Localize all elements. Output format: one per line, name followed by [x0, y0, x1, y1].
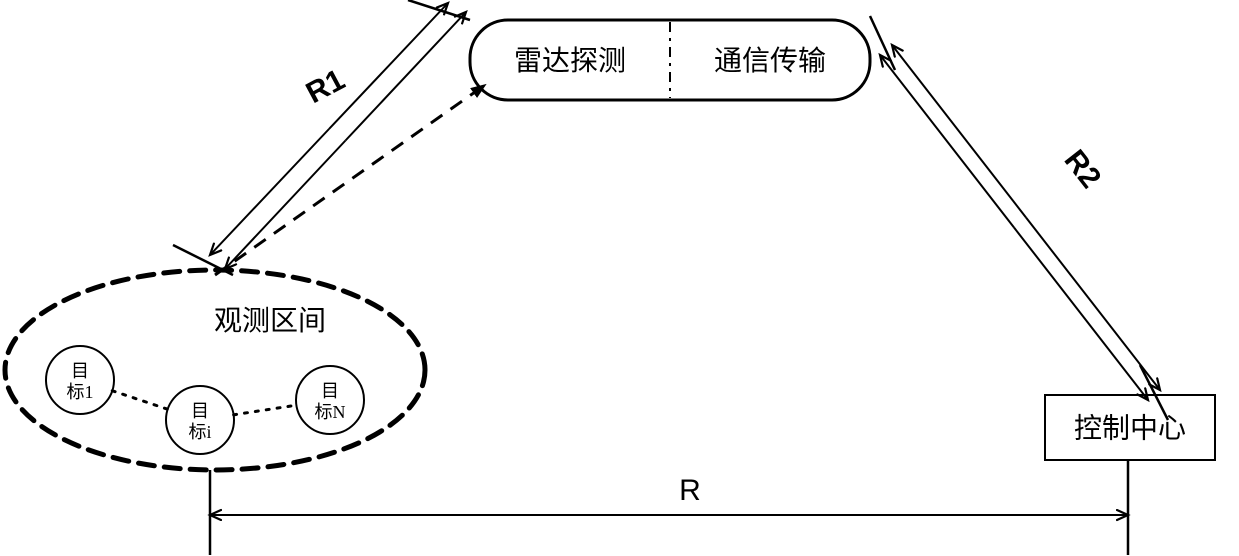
r2-inner	[880, 55, 1014, 228]
r1-outer	[210, 129, 329, 255]
r1-inner	[225, 141, 346, 270]
r2-outer	[892, 45, 1026, 218]
target-label-line2: 标i	[188, 422, 211, 442]
target-label-line2: 标N	[315, 402, 346, 422]
target-label-line2: 标1	[67, 382, 94, 402]
top-box-left-label: 雷达探测	[514, 45, 626, 77]
r2-inner	[1014, 228, 1148, 401]
r2-tick	[1140, 365, 1168, 420]
top-box-right-label: 通信传输	[714, 45, 826, 77]
target-label-line1: 目	[71, 361, 89, 381]
observation-label: 观测区间	[214, 305, 326, 337]
r1-label: R1	[301, 63, 350, 110]
target-dots	[234, 405, 297, 415]
target-label-line1: 目	[321, 381, 339, 401]
control-box-label: 控制中心	[1074, 413, 1186, 445]
r1-tick	[408, 0, 470, 20]
r1-dashed-arrow	[215, 85, 485, 275]
r2-tick	[870, 16, 895, 70]
r2-label: R2	[1058, 144, 1108, 195]
target-dots	[112, 391, 167, 409]
r1-outer	[329, 3, 448, 129]
target-label-line1: 目	[191, 401, 209, 421]
r2-outer	[1026, 218, 1160, 391]
r1-inner	[346, 12, 467, 141]
r-label: R	[679, 474, 701, 507]
